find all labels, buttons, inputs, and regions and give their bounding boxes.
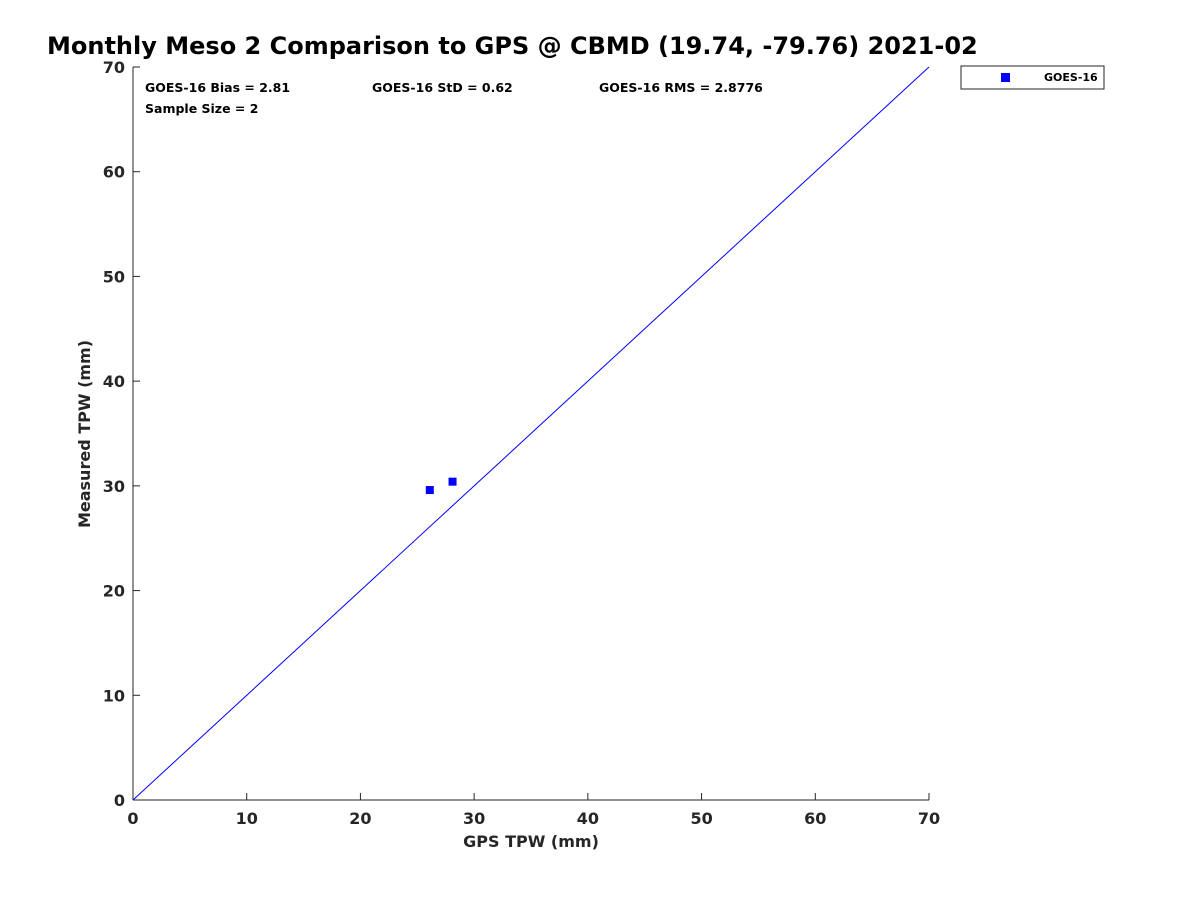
legend: GOES-16 bbox=[960, 65, 1105, 90]
x-tick-label: 20 bbox=[349, 809, 371, 828]
legend-box bbox=[960, 65, 1105, 90]
rms-annotation: GOES-16 RMS = 2.8776 bbox=[599, 80, 763, 95]
y-tick-label: 30 bbox=[103, 477, 125, 496]
data-point bbox=[425, 486, 434, 495]
y-axis-label: Measured TPW (mm) bbox=[75, 340, 94, 528]
y-tick-label: 0 bbox=[114, 791, 125, 810]
legend-label: GOES-16 bbox=[1044, 71, 1098, 84]
sample-size-annotation: Sample Size = 2 bbox=[145, 101, 258, 116]
axes bbox=[132, 67, 929, 801]
x-tick-label: 60 bbox=[804, 809, 826, 828]
data-points bbox=[425, 477, 457, 495]
data-point bbox=[448, 477, 457, 486]
x-tick-label: 10 bbox=[236, 809, 258, 828]
legend-marker-square-icon bbox=[1001, 73, 1010, 82]
std-annotation: GOES-16 StD = 0.62 bbox=[372, 80, 513, 95]
x-axis-label: GPS TPW (mm) bbox=[463, 832, 599, 851]
x-tick-label: 70 bbox=[918, 809, 940, 828]
x-tick-label: 0 bbox=[127, 809, 138, 828]
chart-title: Monthly Meso 2 Comparison to GPS @ CBMD … bbox=[47, 32, 978, 60]
y-tick-label: 50 bbox=[103, 267, 125, 286]
y-tick-label: 70 bbox=[103, 58, 125, 77]
x-tick-label: 30 bbox=[463, 809, 485, 828]
x-tick-label: 50 bbox=[690, 809, 712, 828]
y-tick-label: 20 bbox=[103, 582, 125, 601]
x-tick-label: 40 bbox=[577, 809, 599, 828]
y-tick-label: 40 bbox=[103, 372, 125, 391]
y-tick-label: 60 bbox=[103, 163, 125, 182]
bias-annotation: GOES-16 Bias = 2.81 bbox=[145, 80, 290, 95]
y-tick-label: 10 bbox=[103, 686, 125, 705]
one-to-one-line bbox=[132, 66, 930, 801]
ticks: 0 10 20 30 40 50 60 70 0 10 20 30 40 50 60 70 bbox=[103, 58, 940, 828]
